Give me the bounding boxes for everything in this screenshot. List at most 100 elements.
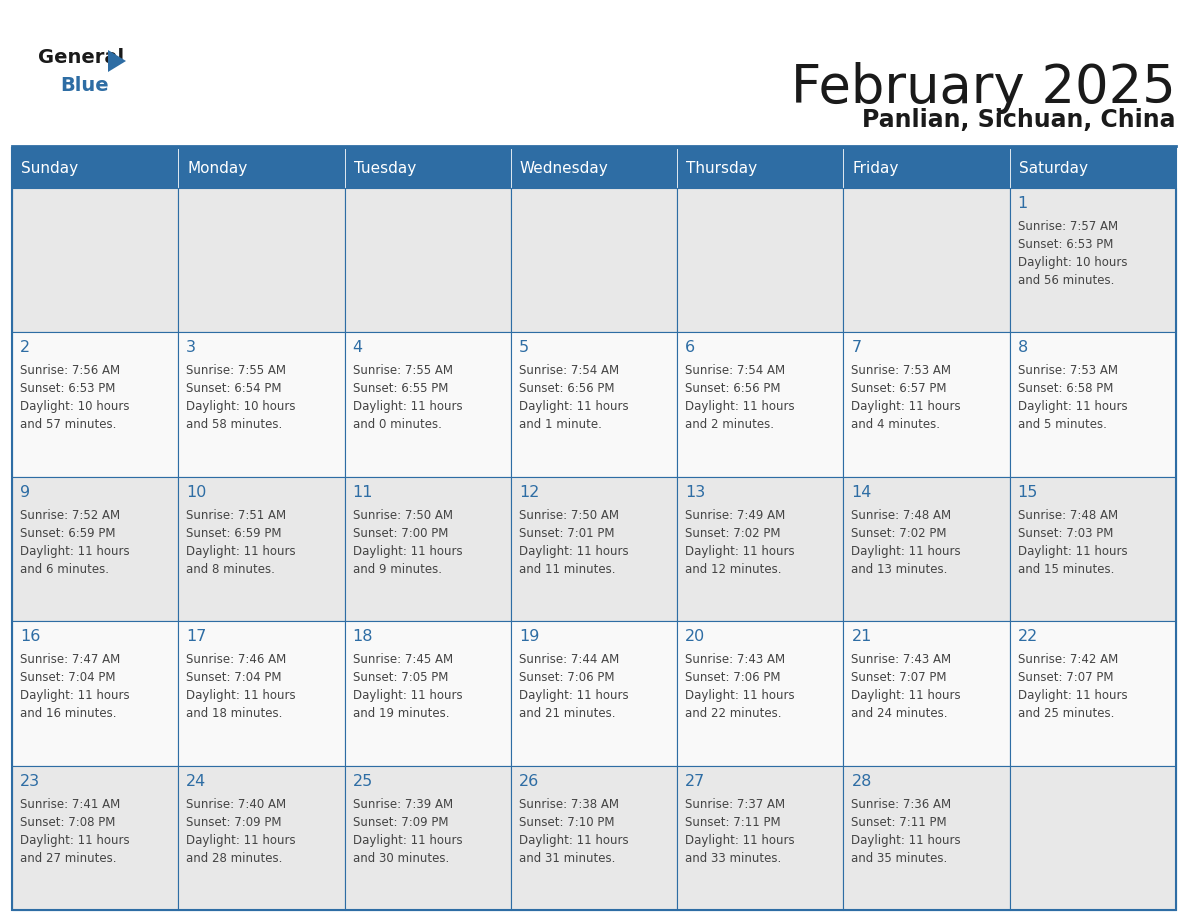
Text: Sunset: 6:56 PM: Sunset: 6:56 PM — [519, 383, 614, 396]
Text: Daylight: 11 hours: Daylight: 11 hours — [1018, 544, 1127, 558]
Text: and 1 minute.: and 1 minute. — [519, 419, 602, 431]
Bar — [345, 188, 511, 332]
Text: 12: 12 — [519, 485, 539, 499]
Text: Sunrise: 7:39 AM: Sunrise: 7:39 AM — [353, 798, 453, 811]
Text: 7: 7 — [852, 341, 861, 355]
Text: 8: 8 — [1018, 341, 1028, 355]
Text: and 12 minutes.: and 12 minutes. — [685, 563, 782, 576]
Bar — [12, 476, 178, 621]
Text: Sunset: 7:02 PM: Sunset: 7:02 PM — [685, 527, 781, 540]
Text: 15: 15 — [1018, 485, 1038, 499]
Text: Sunrise: 7:43 AM: Sunrise: 7:43 AM — [852, 654, 952, 666]
Text: Sunrise: 7:47 AM: Sunrise: 7:47 AM — [20, 654, 120, 666]
Bar — [843, 766, 1010, 910]
Text: Sunrise: 7:44 AM: Sunrise: 7:44 AM — [519, 654, 619, 666]
Text: and 13 minutes.: and 13 minutes. — [852, 563, 948, 576]
Text: Sunset: 7:00 PM: Sunset: 7:00 PM — [353, 527, 448, 540]
Text: 10: 10 — [187, 485, 207, 499]
Text: Sunset: 7:10 PM: Sunset: 7:10 PM — [519, 815, 614, 829]
Text: Sunrise: 7:53 AM: Sunrise: 7:53 AM — [852, 364, 952, 377]
Text: 27: 27 — [685, 774, 706, 789]
Text: and 15 minutes.: and 15 minutes. — [1018, 563, 1114, 576]
Text: 28: 28 — [852, 774, 872, 789]
Text: Sunset: 7:07 PM: Sunset: 7:07 PM — [1018, 671, 1113, 684]
Text: Saturday: Saturday — [1019, 161, 1088, 175]
Bar — [1010, 621, 1176, 766]
Text: and 2 minutes.: and 2 minutes. — [685, 419, 775, 431]
Bar — [178, 332, 345, 476]
Bar — [1010, 332, 1176, 476]
Text: Wednesday: Wednesday — [520, 161, 608, 175]
Text: Daylight: 11 hours: Daylight: 11 hours — [519, 400, 628, 413]
Text: Sunset: 7:05 PM: Sunset: 7:05 PM — [353, 671, 448, 684]
Text: Sunset: 6:56 PM: Sunset: 6:56 PM — [685, 383, 781, 396]
Text: Daylight: 11 hours: Daylight: 11 hours — [852, 544, 961, 558]
Text: and 22 minutes.: and 22 minutes. — [685, 707, 782, 721]
Text: Sunset: 6:55 PM: Sunset: 6:55 PM — [353, 383, 448, 396]
Text: Daylight: 11 hours: Daylight: 11 hours — [353, 400, 462, 413]
Text: Sunset: 7:09 PM: Sunset: 7:09 PM — [353, 815, 448, 829]
Text: and 30 minutes.: and 30 minutes. — [353, 852, 449, 865]
Text: Daylight: 11 hours: Daylight: 11 hours — [187, 544, 296, 558]
Bar — [843, 332, 1010, 476]
Text: Sunrise: 7:54 AM: Sunrise: 7:54 AM — [519, 364, 619, 377]
Text: Daylight: 11 hours: Daylight: 11 hours — [353, 544, 462, 558]
Text: Daylight: 11 hours: Daylight: 11 hours — [1018, 400, 1127, 413]
Bar — [178, 188, 345, 332]
Text: Daylight: 11 hours: Daylight: 11 hours — [852, 400, 961, 413]
Text: February 2025: February 2025 — [791, 62, 1176, 114]
Text: and 16 minutes.: and 16 minutes. — [20, 707, 116, 721]
Text: Daylight: 11 hours: Daylight: 11 hours — [519, 689, 628, 702]
Text: and 4 minutes.: and 4 minutes. — [852, 419, 941, 431]
Text: and 9 minutes.: and 9 minutes. — [353, 563, 442, 576]
Bar — [1010, 148, 1176, 188]
Bar — [345, 476, 511, 621]
Text: Sunset: 6:59 PM: Sunset: 6:59 PM — [187, 527, 282, 540]
Text: and 33 minutes.: and 33 minutes. — [685, 852, 782, 865]
Text: and 8 minutes.: and 8 minutes. — [187, 563, 276, 576]
Text: Daylight: 11 hours: Daylight: 11 hours — [20, 689, 129, 702]
Text: 17: 17 — [187, 629, 207, 644]
Bar — [1010, 476, 1176, 621]
Text: Daylight: 11 hours: Daylight: 11 hours — [519, 834, 628, 846]
Text: Sunset: 6:59 PM: Sunset: 6:59 PM — [20, 527, 115, 540]
Text: Sunset: 6:53 PM: Sunset: 6:53 PM — [20, 383, 115, 396]
Text: Sunrise: 7:51 AM: Sunrise: 7:51 AM — [187, 509, 286, 521]
Text: and 6 minutes.: and 6 minutes. — [20, 563, 109, 576]
Text: 13: 13 — [685, 485, 706, 499]
Text: Sunset: 7:09 PM: Sunset: 7:09 PM — [187, 815, 282, 829]
Text: 23: 23 — [20, 774, 40, 789]
Text: 26: 26 — [519, 774, 539, 789]
Bar — [511, 621, 677, 766]
Text: 9: 9 — [20, 485, 30, 499]
Bar — [345, 148, 511, 188]
Text: Sunrise: 7:42 AM: Sunrise: 7:42 AM — [1018, 654, 1118, 666]
Text: Sunday: Sunday — [21, 161, 78, 175]
Text: Daylight: 11 hours: Daylight: 11 hours — [852, 834, 961, 846]
Text: Sunset: 7:03 PM: Sunset: 7:03 PM — [1018, 527, 1113, 540]
Text: Daylight: 11 hours: Daylight: 11 hours — [20, 834, 129, 846]
Text: 14: 14 — [852, 485, 872, 499]
Text: Sunset: 7:06 PM: Sunset: 7:06 PM — [685, 671, 781, 684]
Text: Sunset: 6:54 PM: Sunset: 6:54 PM — [187, 383, 282, 396]
Text: and 27 minutes.: and 27 minutes. — [20, 852, 116, 865]
Text: Daylight: 11 hours: Daylight: 11 hours — [685, 689, 795, 702]
Bar — [178, 148, 345, 188]
Text: Thursday: Thursday — [687, 161, 757, 175]
Bar — [677, 332, 843, 476]
Text: Daylight: 11 hours: Daylight: 11 hours — [353, 834, 462, 846]
Text: and 58 minutes.: and 58 minutes. — [187, 419, 283, 431]
Text: Daylight: 10 hours: Daylight: 10 hours — [1018, 256, 1127, 269]
Text: Sunrise: 7:46 AM: Sunrise: 7:46 AM — [187, 654, 286, 666]
Text: Sunset: 7:04 PM: Sunset: 7:04 PM — [187, 671, 282, 684]
Text: and 5 minutes.: and 5 minutes. — [1018, 419, 1106, 431]
Text: Daylight: 10 hours: Daylight: 10 hours — [20, 400, 129, 413]
Text: 6: 6 — [685, 341, 695, 355]
Text: and 11 minutes.: and 11 minutes. — [519, 563, 615, 576]
Bar — [677, 621, 843, 766]
Text: and 19 minutes.: and 19 minutes. — [353, 707, 449, 721]
Text: Sunrise: 7:45 AM: Sunrise: 7:45 AM — [353, 654, 453, 666]
Text: and 57 minutes.: and 57 minutes. — [20, 419, 116, 431]
Text: Sunset: 6:57 PM: Sunset: 6:57 PM — [852, 383, 947, 396]
Text: 3: 3 — [187, 341, 196, 355]
